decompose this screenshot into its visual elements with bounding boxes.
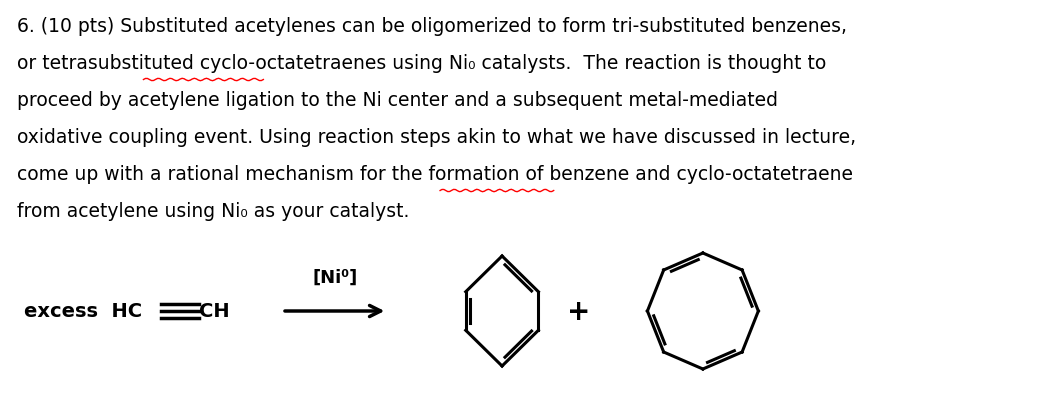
Text: excess  HC: excess HC xyxy=(24,302,142,321)
Text: 6. (10 pts) Substituted acetylenes can be oligomerized to form tri-substituted b: 6. (10 pts) Substituted acetylenes can b… xyxy=(18,17,847,36)
Text: proceed by acetylene ligation to the Ni center and a subsequent metal-mediated: proceed by acetylene ligation to the Ni … xyxy=(18,91,778,110)
Text: CH: CH xyxy=(199,302,229,321)
Text: come up with a rational mechanism for the formation of benzene and cyclo-octatet: come up with a rational mechanism for th… xyxy=(18,164,853,184)
Text: +: + xyxy=(567,297,590,325)
Text: from acetylene using Ni₀ as your catalyst.: from acetylene using Ni₀ as your catalys… xyxy=(18,201,410,221)
Text: or tetrasubstituted cyclo-octatetraenes using Ni₀ catalysts.  The reaction is th: or tetrasubstituted cyclo-octatetraenes … xyxy=(18,54,826,73)
Text: [Ni⁰]: [Ni⁰] xyxy=(313,268,357,286)
Text: oxidative coupling event. Using reaction steps akin to what we have discussed in: oxidative coupling event. Using reaction… xyxy=(18,128,857,147)
